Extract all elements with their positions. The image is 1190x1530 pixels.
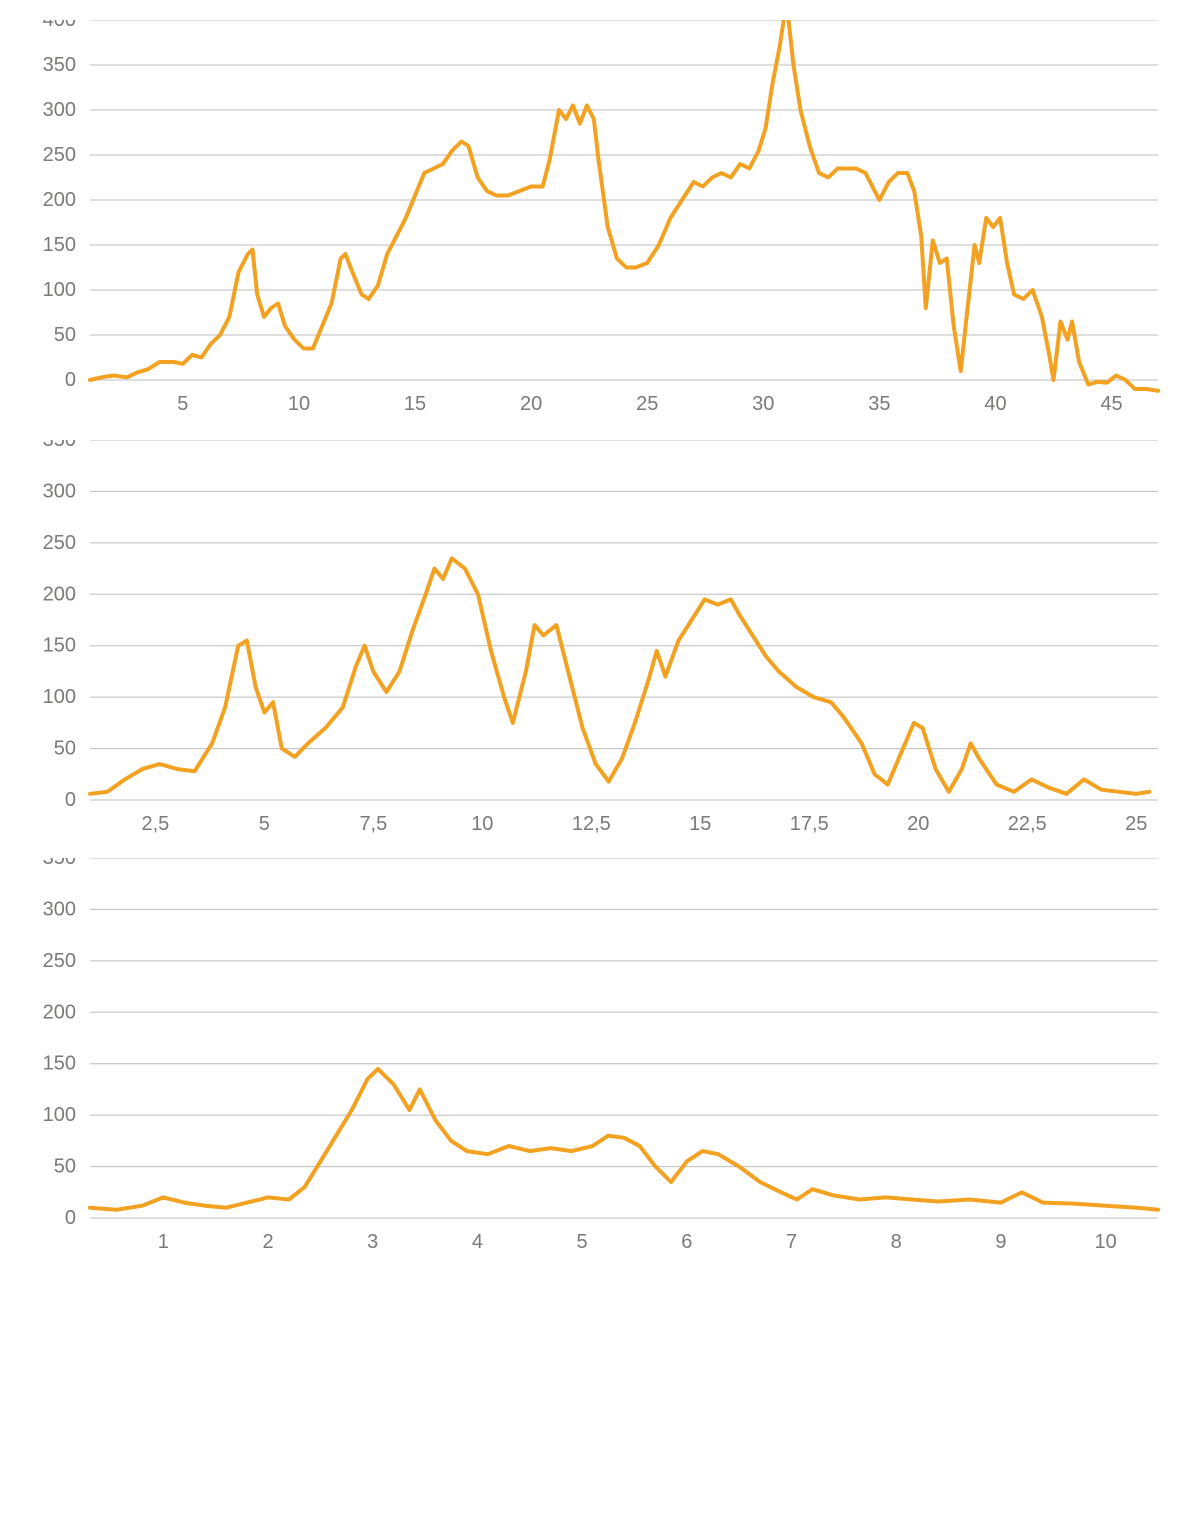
x-tick-label: 12,5 — [572, 813, 611, 835]
y-tick-label: 250 — [43, 532, 76, 554]
x-tick-label: 40 — [984, 393, 1006, 415]
y-tick-label: 250 — [43, 144, 76, 166]
y-tick-label: 100 — [43, 1104, 76, 1126]
y-tick-label: 150 — [43, 635, 76, 657]
y-tick-label: 350 — [43, 858, 76, 869]
line-chart-2: 0 50 100 150 200 250 300 350 2,5 5 7,5 10 12,5 15 17,5… — [30, 440, 1160, 840]
y-tick-label: 250 — [43, 950, 76, 972]
x-tick-label: 2,5 — [141, 813, 169, 835]
y-tick-label: 0 — [65, 1207, 76, 1229]
y-tick-label: 350 — [43, 440, 76, 451]
x-tick-label: 5 — [259, 813, 270, 835]
y-tick-label: 150 — [43, 1053, 76, 1075]
x-tick-label: 10 — [288, 393, 310, 415]
y-tick-label: 0 — [65, 789, 76, 811]
x-tick-label: 20 — [907, 813, 929, 835]
y-tick-label: 100 — [43, 279, 76, 301]
chart-svg: 0 50 100 150 200 250 300 350 1 2 3 4 5 6 7 8 9 10 — [30, 858, 1160, 1258]
x-tick-label: 45 — [1100, 393, 1122, 415]
x-tick-label: 17,5 — [790, 813, 829, 835]
line-chart-1: 0 50 100 150 200 250 300 350 400 5 10 15 20 25 30 35 40 4… — [30, 20, 1160, 420]
x-tick-label: 15 — [404, 393, 426, 415]
x-tick-label: 10 — [471, 813, 493, 835]
x-tick-label: 6 — [681, 1231, 692, 1253]
x-tick-label: 25 — [1125, 813, 1147, 835]
x-tick-label: 25 — [636, 393, 658, 415]
y-tick-label: 100 — [43, 686, 76, 708]
x-tick-label: 1 — [158, 1231, 169, 1253]
x-tick-label: 22,5 — [1008, 813, 1047, 835]
x-tick-label: 5 — [177, 393, 188, 415]
y-tick-label: 300 — [43, 99, 76, 121]
charts-page: { "background_color": "#ffffff", "grid_c… — [0, 0, 1190, 1530]
y-tick-label: 150 — [43, 234, 76, 256]
x-tick-label: 20 — [520, 393, 542, 415]
y-tick-label: 400 — [43, 20, 76, 31]
x-tick-label: 7,5 — [359, 813, 387, 835]
y-tick-label: 300 — [43, 480, 76, 502]
x-tick-label: 7 — [786, 1231, 797, 1253]
x-tick-label: 9 — [995, 1231, 1006, 1253]
x-tick-label: 2 — [262, 1231, 273, 1253]
x-tick-label: 35 — [868, 393, 890, 415]
y-tick-label: 50 — [54, 738, 76, 760]
x-tick-label: 15 — [689, 813, 711, 835]
y-tick-label: 0 — [65, 369, 76, 391]
x-tick-label: 10 — [1095, 1231, 1117, 1253]
chart-svg: 0 50 100 150 200 250 300 350 400 5 10 15 20 25 30 35 40 4… — [30, 20, 1160, 420]
y-tick-label: 200 — [43, 583, 76, 605]
x-tick-label: 4 — [472, 1231, 483, 1253]
y-tick-label: 50 — [54, 1156, 76, 1178]
y-tick-label: 50 — [54, 324, 76, 346]
x-tick-label: 3 — [367, 1231, 378, 1253]
line-chart-3: 0 50 100 150 200 250 300 350 1 2 3 4 5 6 7 8 9 10 — [30, 858, 1160, 1258]
y-tick-label: 300 — [43, 898, 76, 920]
series-line — [90, 1069, 1158, 1210]
x-tick-label: 5 — [577, 1231, 588, 1253]
x-tick-label: 30 — [752, 393, 774, 415]
y-tick-label: 350 — [43, 54, 76, 76]
x-tick-label: 8 — [891, 1231, 902, 1253]
y-tick-label: 200 — [43, 1001, 76, 1023]
y-tick-label: 200 — [43, 189, 76, 211]
chart-svg: 0 50 100 150 200 250 300 350 2,5 5 7,5 10 12,5 15 17,5… — [30, 440, 1160, 840]
series-line — [90, 558, 1149, 794]
